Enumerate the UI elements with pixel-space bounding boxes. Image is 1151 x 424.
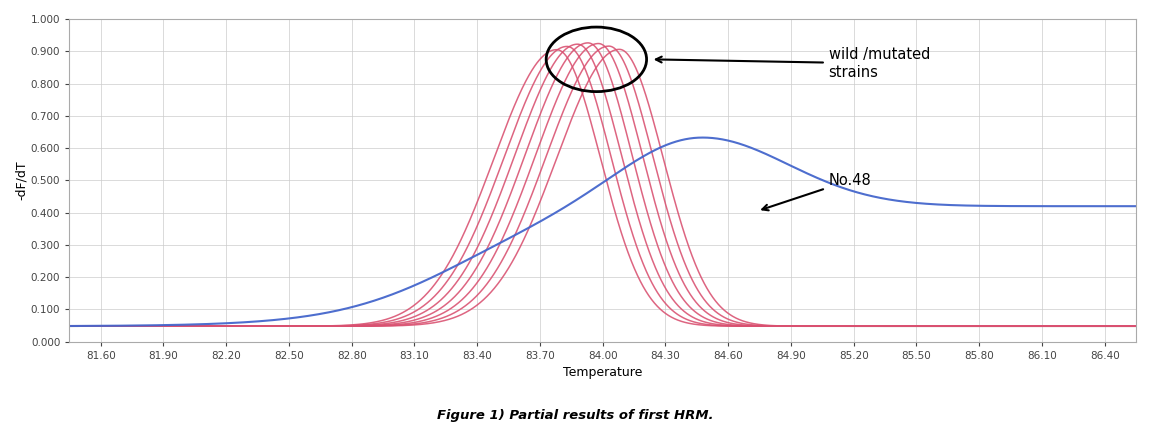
Text: wild /mutated
strains: wild /mutated strains (656, 47, 930, 80)
Text: No.48: No.48 (762, 173, 871, 210)
X-axis label: Temperature: Temperature (563, 366, 642, 379)
Text: Figure 1) Partial results of first HRM.: Figure 1) Partial results of first HRM. (437, 409, 714, 422)
Y-axis label: -dF/dT: -dF/dT (15, 161, 28, 200)
